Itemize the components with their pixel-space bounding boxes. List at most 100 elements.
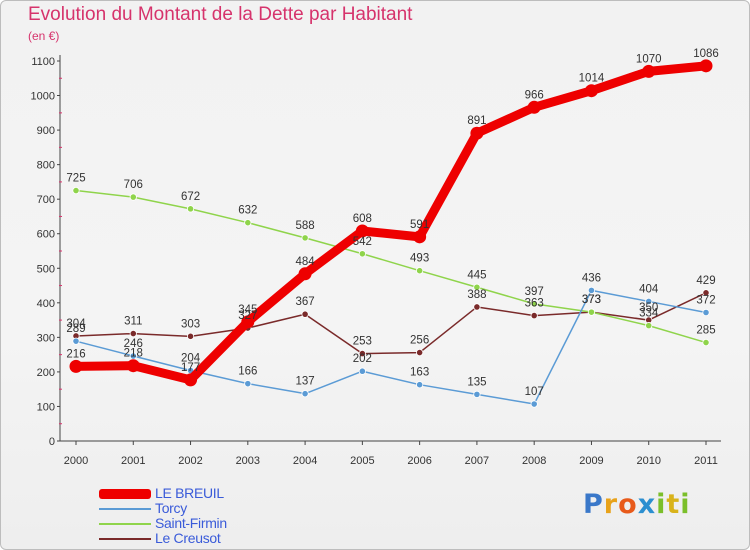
x-tick-label-2004: 2004 bbox=[293, 455, 317, 467]
chart-unit-label: (en €) bbox=[28, 29, 60, 43]
data-point-torcy-2009 bbox=[587, 286, 596, 294]
data-label-torcy-2010: 404 bbox=[639, 283, 659, 295]
data-point-torcy-2003 bbox=[244, 380, 252, 388]
data-label-torcy-2002: 204 bbox=[181, 353, 201, 365]
legend-label-torcy: Torcy bbox=[155, 500, 187, 516]
data-point-le-creusot-2006 bbox=[416, 348, 424, 357]
x-tick-label-2005: 2005 bbox=[350, 455, 374, 467]
data-point-le-creusot-2002 bbox=[186, 332, 195, 340]
data-label-saint-firmin-2007: 445 bbox=[467, 269, 486, 281]
data-label-torcy-2007: 135 bbox=[467, 376, 486, 388]
data-label-le-creusot-2001: 311 bbox=[124, 316, 142, 328]
legend-swatch-le-creusot bbox=[99, 538, 151, 540]
data-label-le-creusot-2003: 327 bbox=[238, 310, 257, 322]
x-tick-label-2003: 2003 bbox=[236, 455, 260, 467]
data-point-saint-firmin-2011 bbox=[702, 338, 710, 347]
data-label-le-breuil-2007: 891 bbox=[467, 115, 486, 127]
data-label-le-breuil-2010: 1070 bbox=[636, 53, 662, 65]
data-label-le-creusot-2004: 367 bbox=[295, 296, 314, 308]
data-point-le-breuil-2000 bbox=[69, 359, 83, 373]
data-point-saint-firmin-2002 bbox=[186, 205, 195, 213]
data-point-saint-firmin-2003 bbox=[244, 219, 252, 227]
data-point-le-breuil-2009 bbox=[584, 84, 598, 98]
data-label-le-breuil-2008: 966 bbox=[525, 89, 544, 101]
data-label-saint-firmin-2004: 588 bbox=[295, 220, 314, 232]
data-point-torcy-2000 bbox=[72, 337, 80, 345]
series-line-saint-firmin bbox=[75, 189, 707, 344]
data-point-le-breuil-2003 bbox=[241, 315, 255, 329]
data-label-le-creusot-2011: 429 bbox=[696, 275, 715, 287]
data-label-le-breuil-2002: 177 bbox=[181, 362, 200, 374]
data-point-saint-firmin-2000 bbox=[72, 186, 80, 195]
data-label-le-creusot-2000: 304 bbox=[66, 318, 86, 330]
proxiti-logo: Proxiti bbox=[583, 489, 691, 520]
y-tick-label-600: 600 bbox=[37, 229, 55, 241]
data-point-le-breuil-2010 bbox=[642, 64, 656, 78]
legend-swatch-torcy bbox=[99, 508, 151, 510]
data-point-le-breuil-2004 bbox=[298, 267, 312, 281]
data-label-le-breuil-2000: 216 bbox=[66, 348, 85, 360]
data-label-le-creusot-2010: 350 bbox=[639, 302, 658, 314]
x-tick-label-2010: 2010 bbox=[636, 455, 660, 467]
data-point-le-creusot-2001 bbox=[129, 329, 137, 338]
data-label-torcy-2011: 372 bbox=[696, 294, 715, 306]
data-point-torcy-2006 bbox=[416, 381, 424, 389]
data-label-torcy-2001: 246 bbox=[124, 338, 143, 350]
data-label-torcy-2005: 202 bbox=[353, 353, 372, 365]
x-tick-label-2008: 2008 bbox=[522, 455, 546, 467]
data-point-saint-firmin-2007 bbox=[473, 283, 481, 291]
x-tick-label-2002: 2002 bbox=[178, 455, 202, 467]
data-label-saint-firmin-2002: 672 bbox=[181, 191, 200, 203]
y-tick-label-800: 800 bbox=[37, 160, 55, 172]
legend-label-le-creusot: Le Creusot bbox=[155, 530, 221, 546]
data-label-le-breuil-2009: 1014 bbox=[579, 73, 605, 85]
data-point-le-creusot-2008 bbox=[530, 311, 538, 320]
data-label-saint-firmin-2008: 397 bbox=[525, 286, 544, 298]
legend-swatch-saint-firmin bbox=[99, 523, 151, 525]
data-point-le-breuil-2001 bbox=[126, 359, 140, 373]
data-label-saint-firmin-2001: 706 bbox=[124, 179, 143, 191]
data-label-torcy-2008: 107 bbox=[525, 386, 544, 398]
legend-label-le-breuil: LE BREUIL bbox=[155, 485, 224, 501]
data-point-saint-firmin-2004 bbox=[301, 234, 309, 242]
x-tick-label-2011: 2011 bbox=[694, 455, 718, 467]
y-tick-label-400: 400 bbox=[37, 298, 55, 310]
data-label-saint-firmin-2006: 493 bbox=[410, 253, 429, 265]
data-label-le-creusot-2008: 363 bbox=[525, 298, 544, 310]
data-label-saint-firmin-2003: 632 bbox=[238, 205, 257, 217]
data-label-le-creusot-2009: 373 bbox=[582, 294, 601, 306]
data-label-saint-firmin-2009: 373 bbox=[582, 294, 601, 306]
data-label-saint-firmin-2011: 285 bbox=[696, 325, 715, 337]
data-point-torcy-2010 bbox=[645, 297, 653, 306]
data-label-torcy-2000: 289 bbox=[66, 323, 85, 335]
y-tick-label-500: 500 bbox=[37, 263, 55, 275]
data-label-le-creusot-2007: 388 bbox=[467, 289, 486, 301]
data-point-le-breuil-2002 bbox=[184, 373, 198, 387]
data-point-le-breuil-2007 bbox=[470, 126, 484, 140]
data-point-saint-firmin-2009 bbox=[587, 308, 596, 316]
y-tick-label-700: 700 bbox=[37, 194, 55, 206]
data-label-le-breuil-2005: 608 bbox=[353, 213, 372, 225]
data-label-le-creusot-2006: 256 bbox=[410, 335, 429, 347]
data-point-le-breuil-2008 bbox=[527, 100, 541, 114]
y-tick-label-300: 300 bbox=[37, 332, 55, 344]
data-point-le-creusot-2004 bbox=[301, 310, 309, 318]
data-point-le-creusot-2007 bbox=[473, 303, 481, 311]
data-point-saint-firmin-2001 bbox=[129, 193, 137, 201]
data-point-le-creusot-2011 bbox=[702, 289, 710, 297]
data-label-le-breuil-2006: 591 bbox=[410, 219, 429, 231]
data-label-le-creusot-2005: 253 bbox=[353, 336, 372, 348]
data-label-torcy-2006: 163 bbox=[410, 367, 429, 379]
x-tick-label-2006: 2006 bbox=[407, 455, 431, 467]
data-point-saint-firmin-2008 bbox=[530, 300, 538, 308]
data-point-saint-firmin-2010 bbox=[645, 322, 653, 330]
data-point-le-breuil-2006 bbox=[413, 230, 427, 244]
data-label-le-creusot-2002: 303 bbox=[181, 318, 200, 330]
data-label-le-breuil-2003: 345 bbox=[238, 304, 257, 316]
data-label-saint-firmin-2010: 334 bbox=[639, 308, 659, 320]
data-point-le-creusot-2005 bbox=[358, 349, 366, 358]
legend-label-saint-firmin: Saint-Firmin bbox=[155, 515, 227, 531]
data-label-le-breuil-2004: 484 bbox=[295, 256, 315, 268]
